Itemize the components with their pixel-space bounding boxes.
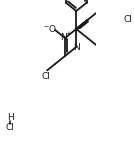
Text: +: +: [65, 31, 71, 37]
Text: Cl: Cl: [41, 72, 50, 81]
Text: Cl: Cl: [123, 15, 132, 24]
Text: $^{-}$O: $^{-}$O: [43, 23, 57, 34]
Text: Cl: Cl: [6, 124, 14, 132]
Text: H: H: [7, 114, 13, 122]
Text: N: N: [60, 32, 67, 41]
Text: N: N: [74, 44, 80, 53]
